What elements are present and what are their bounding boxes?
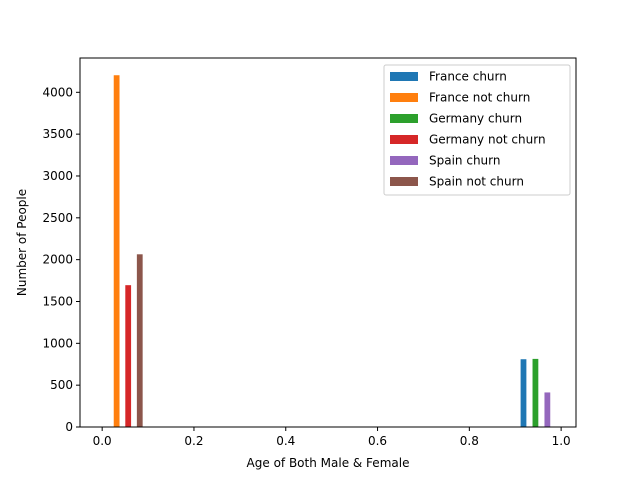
x-tick-label: 0.6 <box>368 434 387 448</box>
y-tick-label: 3000 <box>42 169 73 183</box>
y-tick-label: 2000 <box>42 253 73 267</box>
bar-france-not-churn <box>113 75 120 428</box>
y-tick-label: 1500 <box>42 294 73 308</box>
x-tick-label: 0.8 <box>460 434 479 448</box>
legend-label: France churn <box>429 70 507 84</box>
x-axis-ticks: 0.0 0.2 0.4 0.6 0.8 1.0 <box>93 427 571 448</box>
legend-swatch <box>390 177 418 186</box>
y-axis-label: Number of People <box>15 189 29 296</box>
legend-label: Germany not churn <box>429 133 546 147</box>
y-tick-label: 0 <box>65 420 73 434</box>
bar-spain-not-churn <box>136 254 143 427</box>
y-tick-label: 500 <box>50 378 73 392</box>
y-axis-ticks: 0 500 1000 1500 2000 2500 3000 3500 4000 <box>42 85 80 434</box>
bars-layer <box>113 75 551 428</box>
legend-swatch <box>390 93 418 102</box>
legend-label: Germany churn <box>429 112 522 126</box>
y-tick-label: 1000 <box>42 336 73 350</box>
y-tick-label: 4000 <box>42 85 73 99</box>
x-tick-label: 0.2 <box>184 434 203 448</box>
bar-germany-not-churn <box>125 285 132 427</box>
legend-swatch <box>390 135 418 144</box>
x-tick-label: 1.0 <box>552 434 571 448</box>
legend-label: Spain not churn <box>429 175 524 189</box>
bar-spain-churn <box>544 392 551 427</box>
x-tick-label: 0.0 <box>93 434 112 448</box>
legend-label: France not churn <box>429 91 530 105</box>
x-axis-label: Age of Both Male & Female <box>247 456 410 470</box>
legend-entries: France churn France not churn Germany chur… <box>390 70 546 189</box>
y-tick-label: 3500 <box>42 127 73 141</box>
bar-france-churn <box>520 359 527 427</box>
legend-swatch <box>390 114 418 123</box>
legend-label: Spain churn <box>429 154 500 168</box>
legend-swatch <box>390 156 418 165</box>
y-tick-label: 2500 <box>42 211 73 225</box>
legend-swatch <box>390 72 418 81</box>
bar-germany-churn <box>532 358 539 427</box>
legend: France churn France not churn Germany chur… <box>383 64 571 196</box>
axes-frame <box>79 57 577 428</box>
legend-box <box>383 64 571 196</box>
x-tick-label: 0.4 <box>276 434 295 448</box>
